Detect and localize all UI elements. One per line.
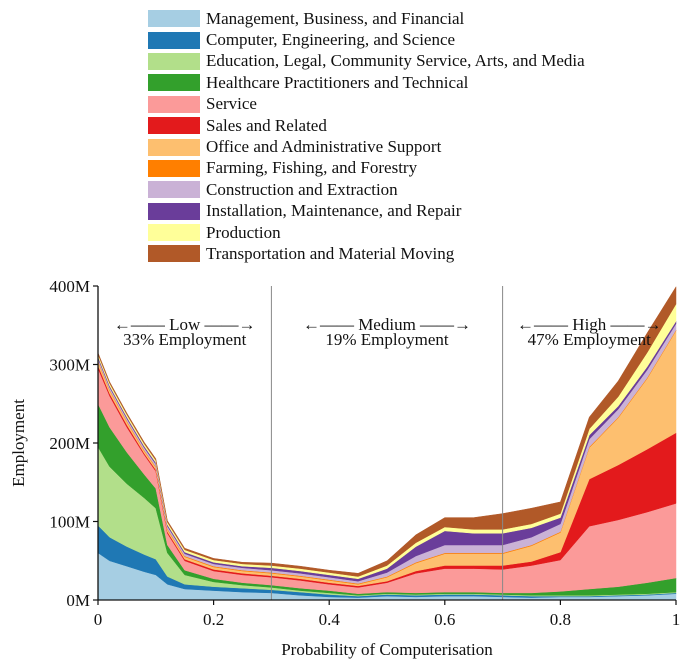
legend-label: Production [206, 222, 281, 242]
legend-label: Management, Business, and Financial [206, 8, 465, 28]
y-axis-label: Employment [9, 399, 28, 487]
legend-item: Management, Business, and Financial [148, 8, 585, 29]
legend-label: Computer, Engineering, and Science [206, 30, 456, 50]
legend-swatch [148, 159, 200, 177]
region-labels: ←—— Low ——→33% Employment ←—— Medium ——→1… [114, 315, 662, 349]
region-label: ←—— Medium ——→ [303, 315, 471, 334]
threshold-lines [270, 286, 504, 600]
legend-item: Education, Legal, Community Service, Art… [148, 51, 585, 72]
legend-item: Transportation and Material Moving [148, 243, 585, 264]
legend-label: Construction and Extraction [206, 179, 398, 199]
x-tick-label: 0.2 [203, 610, 224, 629]
legend-swatch [148, 245, 200, 263]
legend-item: Healthcare Practitioners and Technical [148, 72, 585, 93]
x-tick-label: 0 [94, 610, 103, 629]
legend-label: Service [206, 94, 257, 114]
region-label: ←—— High ——→ [517, 315, 662, 334]
legend-swatch [148, 31, 200, 49]
legend-item: Construction and Extraction [148, 179, 585, 200]
region-share-label: 33% Employment [123, 330, 247, 349]
legend-label: Installation, Maintenance, and Repair [206, 201, 462, 221]
y-tick-label: 0M [66, 591, 90, 610]
y-tick-label: 200M [49, 434, 90, 453]
legend-swatch [148, 202, 200, 220]
legend-item: Installation, Maintenance, and Repair [148, 201, 585, 222]
legend-item: Office and Administrative Support [148, 136, 585, 157]
area-series [97, 285, 677, 577]
x-tick-label: 0.8 [550, 610, 571, 629]
axes: 0 0.2 0.4 0.6 0.8 1 0M 100M 200M 300M 400M Probabil… [9, 277, 680, 659]
legend-label: Education, Legal, Community Service, Art… [206, 51, 585, 71]
legend-item: Service [148, 94, 585, 115]
legend-swatch [148, 117, 200, 135]
region-share-label: 19% Employment [325, 330, 449, 349]
legend-swatch [148, 224, 200, 242]
y-tick-label: 400M [49, 277, 90, 296]
y-tick-label: 100M [49, 513, 90, 532]
legend-swatch [148, 10, 200, 28]
legend-label: Sales and Related [206, 115, 327, 135]
legend-swatch [148, 95, 200, 113]
region-label: ←—— Low ——→ [114, 315, 256, 334]
x-tick-label: 0.6 [434, 610, 455, 629]
legend-item: Computer, Engineering, and Science [148, 29, 585, 50]
legend-label: Healthcare Practitioners and Technical [206, 72, 469, 92]
x-tick-label: 0.4 [319, 610, 341, 629]
x-tick-label: 1 [672, 610, 681, 629]
legend-label: Office and Administrative Support [206, 137, 442, 157]
legend-label: Transportation and Material Moving [206, 243, 455, 263]
legend-swatch [148, 181, 200, 199]
region-share-label: 47% Employment [528, 330, 652, 349]
legend-label: Farming, Fishing, and Forestry [206, 158, 418, 178]
legend-item: Farming, Fishing, and Forestry [148, 158, 585, 179]
x-axis-label: Probability of Computerisation [281, 640, 493, 659]
legend-item: Sales and Related [148, 115, 585, 136]
legend-swatch [148, 52, 200, 70]
y-tick-label: 300M [49, 356, 90, 375]
legend-swatch [148, 138, 200, 156]
legend-item: Production [148, 222, 585, 243]
legend-swatch [148, 74, 200, 92]
chart-legend: Management, Business, and Financial Compu… [148, 8, 585, 265]
